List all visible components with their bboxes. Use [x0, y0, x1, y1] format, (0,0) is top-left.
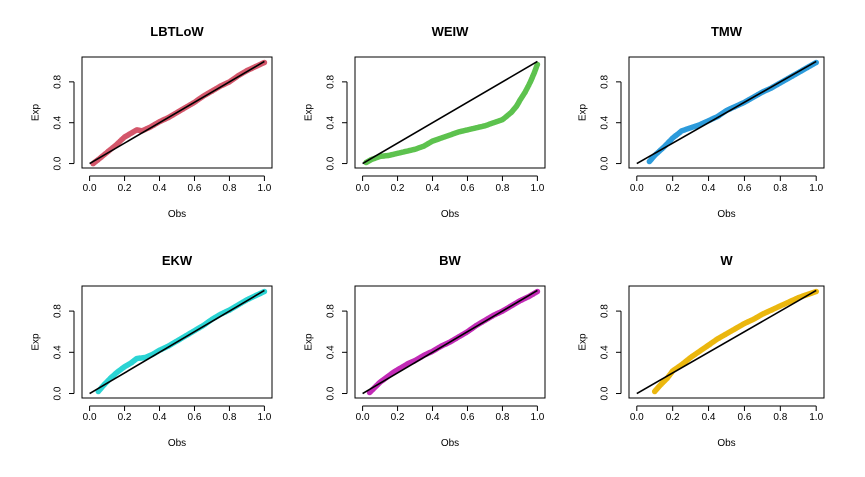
- x-axis-label: Obs: [717, 209, 735, 220]
- x-tick-label: 1.0: [809, 183, 823, 194]
- panel-ekw: EKW 0.0 0.2 0.4 0.6 0.8 1.0 0.0 0.4 0.8 Obs Exp: [31, 253, 273, 449]
- reference-line: [636, 289, 817, 395]
- y-tick-label: 0.4: [600, 345, 611, 359]
- x-tick-label: 0.4: [153, 412, 167, 423]
- panel-lbtlow: LBTLoW 0.0 0.2 0.4 0.6 0.8 1.0 0.0 0.4 0.8 Obs Exp: [31, 24, 273, 220]
- plot-frame: [354, 56, 546, 169]
- x-tick-label: 0.8: [222, 183, 236, 194]
- y-tick-label: 0.0: [326, 156, 337, 170]
- data-point: [261, 59, 268, 66]
- x-tick-label: 0.8: [495, 412, 509, 423]
- y-tick-label: 0.0: [600, 386, 611, 400]
- y-tick-label: 0.8: [600, 74, 611, 88]
- panel-bw: BW 0.0 0.2 0.4 0.6 0.8 1.0 0.0 0.4 0.8 Obs Exp: [304, 253, 546, 449]
- x-tick-label: 0.6: [737, 183, 751, 194]
- data-point: [534, 288, 541, 295]
- plot-frame: [628, 56, 825, 169]
- x-tick-label: 1.0: [530, 412, 544, 423]
- x-tick-label: 0.0: [356, 412, 370, 423]
- x-tick-label: 0.8: [773, 183, 787, 194]
- x-tick-label: 1.0: [530, 183, 544, 194]
- y-tick-label: 0.8: [600, 304, 611, 318]
- x-tick-label: 0.2: [666, 183, 680, 194]
- x-tick-label: 0.8: [495, 183, 509, 194]
- y-tick-label: 0.4: [53, 345, 64, 359]
- x-tick-label: 0.4: [153, 183, 167, 194]
- y-axis-label: Exp: [304, 333, 315, 351]
- y-tick-label: 0.4: [326, 345, 337, 359]
- x-tick-label: 0.4: [426, 412, 440, 423]
- panel-tmw: TMW 0.0 0.2 0.4 0.6 0.8 1.0 0.0 0.4 0.8 Obs Exp: [578, 24, 825, 220]
- y-tick-label: 0.0: [53, 386, 64, 400]
- x-tick-label: 0.6: [461, 183, 475, 194]
- x-axis-label: Obs: [168, 209, 186, 220]
- plot-frame: [628, 285, 825, 399]
- y-axis-label: Exp: [304, 103, 315, 121]
- x-tick-label: 1.0: [257, 412, 271, 423]
- x-tick-label: 0.8: [222, 412, 236, 423]
- x-tick-label: 0.6: [461, 412, 475, 423]
- x-tick-label: 0.0: [630, 183, 644, 194]
- x-tick-label: 0.0: [83, 412, 97, 423]
- x-tick-label: 0.4: [426, 183, 440, 194]
- x-axis-label: Obs: [441, 209, 459, 220]
- reference-line: [89, 60, 265, 165]
- x-axis-label: Obs: [441, 438, 459, 449]
- chart-title: LBTLoW: [150, 24, 204, 39]
- chart-title: W: [720, 253, 733, 268]
- chart-title: WEIW: [432, 24, 470, 39]
- y-tick-label: 0.8: [53, 304, 64, 318]
- y-tick-label: 0.0: [53, 156, 64, 170]
- x-tick-label: 1.0: [257, 183, 271, 194]
- x-tick-label: 0.8: [773, 412, 787, 423]
- reference-line: [636, 60, 817, 165]
- x-tick-label: 0.2: [118, 412, 132, 423]
- x-tick-label: 0.2: [666, 412, 680, 423]
- plot-frame: [354, 285, 546, 399]
- x-tick-label: 0.6: [737, 412, 751, 423]
- data-point: [261, 288, 268, 295]
- data-point: [813, 288, 819, 295]
- reference-line: [362, 289, 538, 395]
- reference-line: [362, 60, 538, 165]
- x-tick-label: 1.0: [809, 412, 823, 423]
- y-axis-label: Exp: [578, 103, 589, 121]
- chart-title: EKW: [162, 253, 193, 268]
- chart-title: BW: [439, 253, 461, 268]
- x-tick-label: 0.0: [356, 183, 370, 194]
- panel-weiw: WEIW 0.0 0.2 0.4 0.6 0.8 1.0 0.0 0.4 0.8 Obs Exp: [304, 24, 546, 220]
- y-tick-label: 0.8: [326, 74, 337, 88]
- y-tick-label: 0.0: [600, 156, 611, 170]
- y-tick-label: 0.8: [326, 304, 337, 318]
- y-axis-label: Exp: [578, 333, 589, 351]
- y-axis-label: Exp: [31, 103, 42, 121]
- y-axis-label: Exp: [31, 333, 42, 351]
- reference-line: [89, 289, 265, 395]
- x-tick-label: 0.0: [630, 412, 644, 423]
- data-point: [813, 59, 819, 66]
- panel-w: W 0.0 0.2 0.4 0.6 0.8 1.0 0.0 0.4 0.8 Obs Exp: [578, 253, 825, 449]
- x-tick-label: 0.2: [391, 183, 405, 194]
- x-tick-label: 0.2: [391, 412, 405, 423]
- x-tick-label: 0.4: [702, 183, 716, 194]
- y-tick-label: 0.4: [326, 115, 337, 129]
- y-tick-label: 0.4: [600, 115, 611, 129]
- x-axis-label: Obs: [168, 438, 186, 449]
- y-tick-label: 0.4: [53, 115, 64, 129]
- plot-frame: [81, 56, 273, 169]
- x-tick-label: 0.6: [188, 183, 202, 194]
- y-tick-label: 0.0: [326, 386, 337, 400]
- x-tick-label: 0.6: [188, 412, 202, 423]
- x-tick-label: 0.4: [702, 412, 716, 423]
- x-tick-label: 0.2: [118, 183, 132, 194]
- plot-frame: [81, 285, 273, 399]
- y-tick-label: 0.8: [53, 74, 64, 88]
- chart-title: TMW: [711, 24, 743, 39]
- x-tick-label: 0.0: [83, 183, 97, 194]
- x-axis-label: Obs: [717, 438, 735, 449]
